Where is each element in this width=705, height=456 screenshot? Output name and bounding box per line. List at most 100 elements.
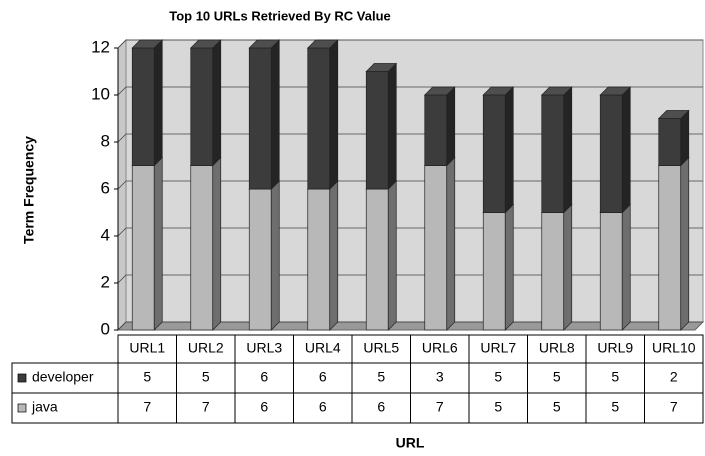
y-tick-label: 8 [101,131,110,150]
bar-side [680,156,690,331]
bar [131,39,164,167]
x-tick-label: URL4 [305,340,341,356]
bar [189,156,222,331]
bar [189,39,222,167]
bar [365,180,398,331]
x-axis-label: URL [396,435,425,451]
bar-front [248,47,272,190]
bar-top [189,39,222,49]
bar-side [504,203,514,331]
bar-top [365,63,398,72]
bar-side [270,39,280,190]
bar-top [131,39,164,49]
bar-side [153,39,163,167]
grid-line [117,39,703,49]
bar-side [504,86,514,214]
bar-front [482,94,506,213]
bar [599,203,632,331]
table-value: 5 [143,369,151,385]
bar-side [387,180,397,331]
bar-side [563,86,573,214]
table-value: 5 [494,399,502,415]
y-tick-label: 4 [101,225,110,244]
bar [657,156,690,331]
x-tick-label: URL10 [652,340,696,356]
bar-side [621,86,631,214]
x-tick-label: URL3 [246,340,282,356]
y-tick-label: 2 [101,272,110,291]
bar-side [212,39,222,167]
y-tick-label: 12 [91,37,110,56]
bar-side [329,180,339,331]
bar [599,86,632,214]
bar [540,203,573,331]
bar [482,203,515,331]
bar [365,62,398,190]
bar-front [424,165,448,331]
table-value: 5 [202,369,210,385]
legend-label: developer [32,369,94,385]
table-value: 5 [611,369,619,385]
table-value: 6 [377,399,385,415]
table-value: 5 [553,399,561,415]
bar-front [599,94,623,213]
table-value: 6 [260,399,268,415]
bar [248,180,281,331]
y-tick-label: 6 [101,178,110,197]
bar-top [540,86,573,96]
bar [131,156,164,331]
bar-side [212,156,222,331]
bar-side [446,156,456,331]
bar-front [658,165,682,331]
bar-top [248,39,281,49]
bar-front [482,212,506,331]
table-value: 5 [377,369,385,385]
bar-side [270,180,280,331]
y-tick-label: 0 [101,319,110,338]
bar-front [658,118,682,166]
bar-side [153,156,163,331]
bar-front [131,47,155,166]
bar-front [307,188,331,331]
bar-side [563,203,573,331]
bar-side [387,62,397,190]
x-tick-label: URL6 [422,340,458,356]
bar-front [365,188,389,331]
legend-label: java [31,399,58,415]
bar-top [423,86,456,96]
bar-front [190,165,214,331]
table-value: 2 [670,369,678,385]
table-value: 7 [436,399,444,415]
bar-front [365,71,389,190]
bar-front [190,47,214,166]
bar-top [306,39,339,49]
bar [423,156,456,331]
table-value: 3 [436,369,444,385]
table-value: 6 [260,369,268,385]
table-value: 7 [143,399,151,415]
bar-front [599,212,623,331]
bar [540,86,573,214]
bar-side [680,109,690,167]
y-tick-label: 10 [91,84,110,103]
chart-title: Top 10 URLs Retrieved By RC Value [169,8,391,23]
bar [657,109,690,167]
bar [306,180,339,331]
legend-swatch [17,373,27,383]
bar-front [307,47,331,190]
bar-front [541,212,565,331]
table-value: 5 [611,399,619,415]
bar [482,86,515,214]
table-value: 6 [319,369,327,385]
bar-side [329,39,339,190]
bar-side [621,203,631,331]
table-value: 6 [319,399,327,415]
bar-side [446,86,456,167]
bar [248,39,281,190]
bar-front [248,188,272,331]
x-tick-label: URL9 [597,340,633,356]
y-axis-label: Term Frequency [21,136,37,244]
table-value: 7 [202,399,210,415]
x-tick-label: URL5 [363,340,399,356]
